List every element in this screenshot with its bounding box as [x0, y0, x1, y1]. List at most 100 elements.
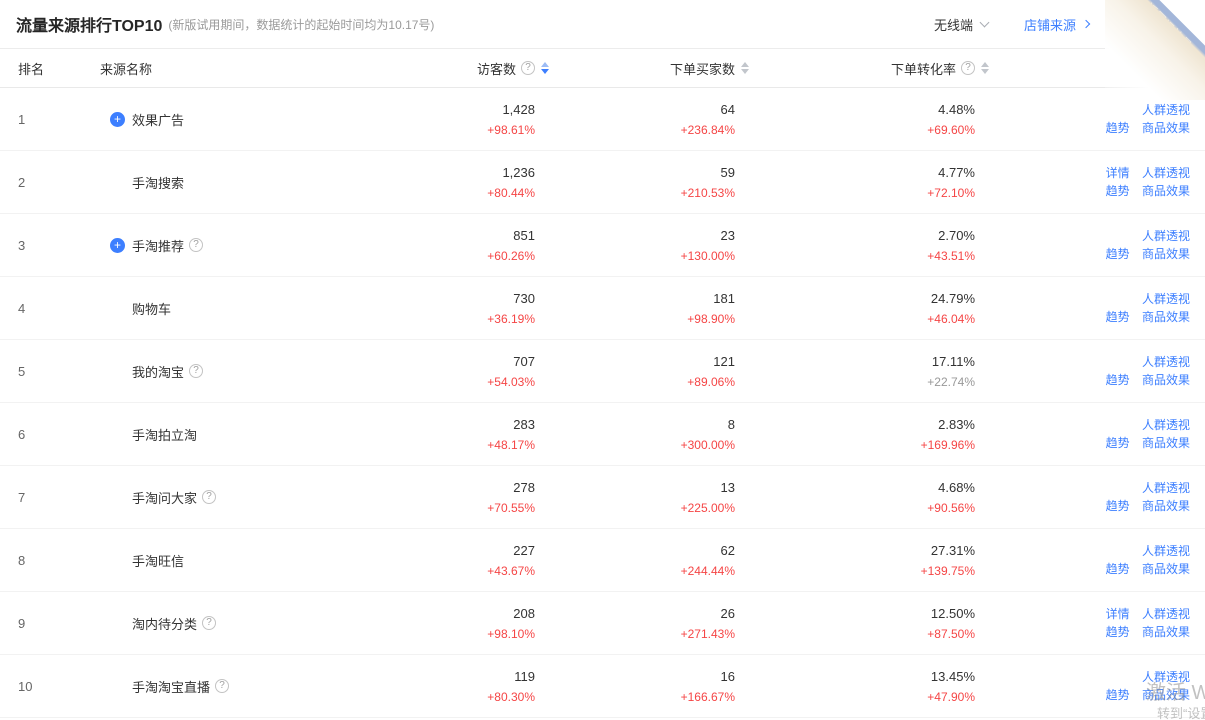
action-product-effect-link[interactable]: 商品效果: [1141, 436, 1190, 450]
visitors-cell: 208 +98.10%: [333, 606, 549, 641]
conversion-value: 4.77%: [938, 164, 975, 180]
table-row: 10 + 手淘淘宝直播 ? 119 +80.30% 16 +166.67% 13…: [0, 655, 1205, 718]
visitors-cell: 283 +48.17%: [333, 417, 549, 452]
source-name-cell: + 淘内待分类 ?: [82, 614, 333, 633]
buyers-change: +236.84%: [680, 122, 735, 137]
rank-cell: 1: [0, 112, 82, 127]
sort-up-icon: [741, 62, 749, 67]
buyers-value: 23: [720, 227, 735, 243]
help-icon[interactable]: ?: [189, 364, 204, 378]
action-audience-insight-link[interactable]: 人群透视: [1141, 355, 1190, 369]
visitors-change: +80.44%: [487, 185, 535, 200]
action-audience-insight-link[interactable]: 人群透视: [1141, 166, 1190, 180]
action-product-effect-link[interactable]: 商品效果: [1141, 688, 1190, 702]
rank-value: 10: [18, 678, 33, 694]
conversion-change: +90.56%: [927, 500, 975, 515]
buyers-cell: 8 +300.00%: [549, 417, 749, 452]
buyers-value: 16: [720, 668, 735, 684]
action-trend-link[interactable]: 趋势: [1105, 688, 1130, 702]
visitors-cell: 730 +36.19%: [333, 291, 549, 326]
action-trend-link[interactable]: 趋势: [1105, 310, 1130, 324]
action-audience-insight-link[interactable]: 人群透视: [1141, 292, 1190, 306]
rank-value: 7: [18, 489, 26, 505]
buyers-cell: 62 +244.44%: [549, 543, 749, 578]
buyers-change: +225.00%: [680, 500, 735, 515]
conversion-cell: 24.79% +46.04%: [749, 291, 989, 326]
conversion-change: +169.96%: [920, 437, 975, 452]
action-trend-link[interactable]: 趋势: [1105, 184, 1130, 198]
visitors-change: +54.03%: [487, 374, 535, 389]
page-subtitle: (新版试用期间，数据统计的起始时间均为10.17号): [168, 17, 435, 32]
rank-value: 4: [18, 300, 26, 316]
action-product-effect-link[interactable]: 商品效果: [1141, 310, 1190, 324]
action-product-effect-link[interactable]: 商品效果: [1141, 562, 1190, 576]
action-trend-link[interactable]: 趋势: [1105, 499, 1130, 513]
shop-source-label: 店铺来源: [1023, 17, 1076, 33]
action-trend-link[interactable]: 趋势: [1105, 625, 1130, 639]
table-row: 1 + 效果广告 ? 1,428 +98.61% 64 +236.84% 4.4…: [0, 88, 1205, 151]
column-header-conversion: 下单转化率 ?: [749, 59, 989, 78]
conversion-value: 2.70%: [938, 227, 975, 243]
action-audience-insight-link[interactable]: 人群透视: [1141, 670, 1190, 684]
source-name: 我的淘宝: [132, 364, 185, 380]
action-product-effect-link[interactable]: 商品效果: [1141, 247, 1190, 261]
visitors-value: 707: [513, 353, 535, 369]
sort-buyers-control[interactable]: [741, 62, 749, 74]
action-audience-insight-link[interactable]: 人群透视: [1141, 418, 1190, 432]
visitors-value: 278: [513, 479, 535, 495]
action-product-effect-link[interactable]: 商品效果: [1141, 121, 1190, 135]
visitors-cell: 707 +54.03%: [333, 354, 549, 389]
expand-plus-icon[interactable]: +: [110, 111, 125, 127]
source-name-cell: + 手淘拍立淘 ?: [82, 425, 333, 444]
action-product-effect-link[interactable]: 商品效果: [1141, 499, 1190, 513]
help-icon[interactable]: ?: [961, 61, 975, 75]
action-audience-insight-link[interactable]: 人群透视: [1141, 103, 1190, 117]
action-trend-link[interactable]: 趋势: [1105, 247, 1130, 261]
shop-source-link[interactable]: 店铺来源: [1023, 15, 1091, 34]
rank-value: 9: [18, 615, 26, 631]
buyers-cell: 13 +225.00%: [549, 480, 749, 515]
action-product-effect-link[interactable]: 商品效果: [1141, 625, 1190, 639]
action-audience-insight-link[interactable]: 人群透视: [1141, 607, 1190, 621]
source-name-cell: + 手淘淘宝直播 ?: [82, 677, 333, 696]
action-trend-link[interactable]: 趋势: [1105, 562, 1130, 576]
action-audience-insight-link[interactable]: 人群透视: [1141, 229, 1190, 243]
buyers-value: 64: [720, 101, 735, 117]
rank-cell: 2: [0, 175, 82, 190]
action-audience-insight-link[interactable]: 人群透视: [1141, 481, 1190, 495]
visitors-change: +60.26%: [487, 248, 535, 263]
action-product-effect-link[interactable]: 商品效果: [1141, 184, 1190, 198]
action-detail-link[interactable]: 详情: [1105, 166, 1130, 180]
conversion-change: +139.75%: [920, 563, 975, 578]
action-trend-link[interactable]: 趋势: [1105, 121, 1130, 135]
action-audience-insight-link[interactable]: 人群透视: [1141, 544, 1190, 558]
action-trend-link[interactable]: 趋势: [1105, 436, 1130, 450]
buyers-change: +244.44%: [680, 563, 735, 578]
action-trend-link[interactable]: 趋势: [1105, 373, 1130, 387]
sort-up-icon: [541, 62, 549, 67]
help-icon[interactable]: ?: [189, 238, 204, 252]
conversion-cell: 27.31% +139.75%: [749, 543, 989, 578]
help-icon[interactable]: ?: [215, 679, 230, 693]
action-product-effect-link[interactable]: 商品效果: [1141, 373, 1190, 387]
conversion-header-label: 下单转化率: [890, 61, 956, 77]
sort-conversion-control[interactable]: [981, 62, 989, 74]
buyers-cell: 64 +236.84%: [549, 102, 749, 137]
terminal-filter-label: 无线端: [933, 17, 973, 33]
action-detail-link[interactable]: 详情: [1105, 607, 1130, 621]
help-icon[interactable]: ?: [521, 61, 535, 75]
help-icon[interactable]: ?: [202, 616, 217, 630]
rank-cell: 4: [0, 301, 82, 316]
visitors-change: +70.55%: [487, 500, 535, 515]
terminal-filter-dropdown[interactable]: 无线端: [933, 15, 990, 34]
sort-visitors-control[interactable]: [541, 62, 549, 74]
expand-plus-icon[interactable]: +: [110, 237, 125, 253]
help-icon[interactable]: ?: [202, 490, 217, 504]
visitors-cell: 278 +70.55%: [333, 480, 549, 515]
rank-cell: 7: [0, 490, 82, 505]
source-name: 淘内待分类: [132, 616, 198, 632]
visitors-value: 1,428: [502, 101, 535, 117]
rank-cell: 3: [0, 238, 82, 253]
source-name-cell: + 手淘搜索 ?: [82, 173, 333, 192]
